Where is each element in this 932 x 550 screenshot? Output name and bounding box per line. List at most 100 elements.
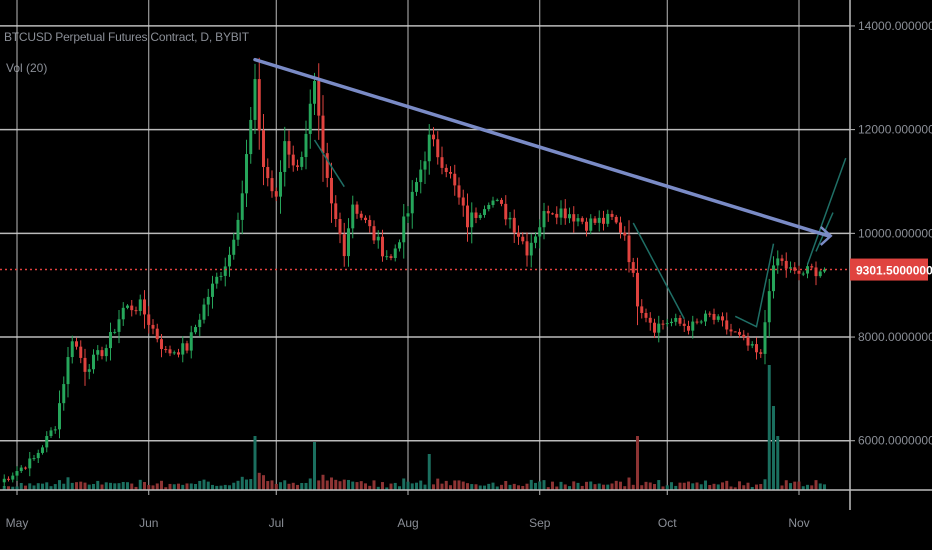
volume-bar bbox=[568, 486, 571, 490]
volume-bar bbox=[589, 481, 593, 490]
volume-bar bbox=[147, 485, 151, 490]
candle-body bbox=[164, 349, 168, 351]
volume-bar bbox=[83, 482, 87, 490]
candle-body bbox=[7, 478, 10, 480]
volume-bar bbox=[138, 479, 142, 490]
candle-body bbox=[793, 267, 797, 271]
candle-body bbox=[249, 119, 253, 155]
y-tick-label: 12000.00000000 bbox=[858, 123, 932, 137]
volume-bar bbox=[657, 480, 661, 490]
candle-body bbox=[198, 319, 202, 328]
candle-body bbox=[814, 267, 818, 277]
candle-body bbox=[738, 331, 741, 335]
volume-bar bbox=[427, 454, 431, 490]
candle-body bbox=[28, 458, 32, 469]
volume-bar bbox=[202, 479, 206, 490]
candle-body bbox=[296, 165, 299, 167]
volume-bar bbox=[661, 486, 665, 490]
candle-body bbox=[381, 236, 384, 257]
volume-bar bbox=[381, 482, 384, 490]
candle-body bbox=[262, 130, 265, 168]
candle-body bbox=[478, 214, 482, 218]
volume-bar bbox=[41, 483, 44, 490]
candle-body bbox=[11, 475, 15, 480]
volume-bar bbox=[177, 483, 180, 490]
candle-body bbox=[245, 154, 248, 194]
candle-body bbox=[784, 260, 788, 269]
volume-bar bbox=[402, 478, 406, 490]
volume-bar bbox=[729, 486, 733, 490]
candle-body bbox=[534, 236, 537, 243]
x-tick-label: Nov bbox=[788, 516, 809, 530]
volume-bar bbox=[96, 480, 100, 490]
volume-bar bbox=[313, 442, 316, 490]
volume-bar bbox=[555, 486, 559, 490]
candle-body bbox=[538, 227, 542, 237]
volume-bar bbox=[155, 483, 159, 490]
volume-bar bbox=[640, 485, 644, 490]
volume-bar bbox=[546, 487, 550, 490]
candle-body bbox=[521, 236, 525, 242]
volume-bar bbox=[793, 481, 797, 490]
volume-bar bbox=[389, 483, 393, 490]
candle-body bbox=[240, 193, 244, 220]
candle-body bbox=[109, 332, 112, 349]
candle-body bbox=[202, 304, 206, 320]
volume-bar bbox=[62, 483, 66, 490]
candle-body bbox=[423, 161, 427, 170]
candle-body bbox=[206, 296, 210, 305]
volume-bar bbox=[376, 486, 380, 490]
candle-body bbox=[801, 273, 805, 275]
volume-indicator-label[interactable]: Vol (20) bbox=[6, 61, 48, 75]
volume-bar bbox=[572, 481, 576, 490]
candle-body bbox=[712, 313, 716, 320]
volume-bar bbox=[287, 483, 291, 490]
volume-bar bbox=[317, 480, 321, 490]
volume-bar bbox=[691, 483, 695, 490]
volume-bar bbox=[495, 486, 499, 490]
volume-bar bbox=[440, 483, 444, 490]
volume-bar bbox=[738, 481, 741, 490]
volume-bar bbox=[466, 483, 469, 490]
volume-bar bbox=[92, 483, 95, 490]
candle-body bbox=[92, 354, 95, 370]
chart-title: BTCUSD Perpetual Futures Contract, D, BY… bbox=[4, 30, 249, 44]
volume-bar bbox=[674, 485, 678, 490]
volume-bar bbox=[517, 485, 520, 490]
candle-body bbox=[716, 316, 720, 320]
candle-body bbox=[563, 208, 567, 219]
candle-body bbox=[542, 211, 546, 228]
volume-bar bbox=[164, 487, 168, 490]
volume-bar bbox=[351, 481, 355, 490]
candle-body bbox=[66, 357, 70, 385]
candle-body bbox=[546, 211, 550, 214]
volume-bar bbox=[823, 484, 826, 490]
volume-bar bbox=[653, 484, 656, 490]
candle-body bbox=[138, 299, 142, 311]
volume-bar bbox=[172, 484, 176, 490]
zigzag-drawing bbox=[734, 243, 775, 328]
candle-body bbox=[398, 242, 401, 249]
candle-body bbox=[602, 217, 605, 224]
volume-bar bbox=[538, 481, 542, 490]
candle-body bbox=[661, 323, 665, 325]
drawings[interactable] bbox=[0, 57, 850, 328]
candle-body bbox=[330, 177, 333, 204]
candle-body bbox=[283, 141, 287, 172]
candle-body bbox=[589, 218, 593, 231]
volume-bar bbox=[789, 483, 792, 490]
volume-bar bbox=[644, 481, 648, 490]
candle-body bbox=[823, 269, 826, 272]
candle-body bbox=[576, 218, 580, 222]
volume-bar bbox=[457, 480, 461, 490]
candle-body bbox=[104, 348, 108, 357]
volume-bar bbox=[687, 481, 690, 490]
candle-body bbox=[759, 352, 763, 354]
candle-body bbox=[130, 305, 134, 311]
x-tick-label: Jul bbox=[269, 516, 284, 530]
volume-bar bbox=[398, 486, 401, 490]
volume-bar bbox=[593, 484, 597, 490]
volume-bar bbox=[721, 482, 724, 490]
candle-body bbox=[512, 217, 516, 233]
